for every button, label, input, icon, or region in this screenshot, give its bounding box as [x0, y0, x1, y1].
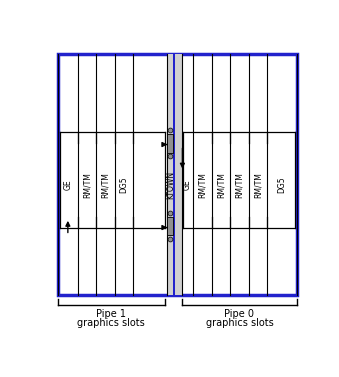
Text: GE: GE [183, 179, 192, 190]
Text: RM/TM: RM/TM [235, 172, 244, 198]
Text: graphics slots: graphics slots [205, 318, 273, 328]
Text: graphics slots: graphics slots [77, 318, 145, 328]
Bar [173, 54, 175, 295]
Text: Pipe 0: Pipe 0 [224, 308, 254, 319]
Bar [167, 54, 182, 295]
Text: Pipe 1: Pipe 1 [96, 308, 126, 319]
Text: KTOWN: KTOWN [166, 170, 176, 199]
Text: DG5: DG5 [278, 176, 286, 193]
Text: GE: GE [63, 179, 72, 190]
Text: RM/TM: RM/TM [101, 172, 110, 198]
Text: RM/TM: RM/TM [198, 172, 207, 198]
Text: DG5: DG5 [119, 176, 128, 193]
Text: RM/TM: RM/TM [253, 172, 262, 198]
Bar [167, 216, 173, 235]
Bar [167, 134, 173, 153]
Bar [58, 54, 297, 295]
Text: RM/TM: RM/TM [82, 172, 92, 198]
Text: RM/TM: RM/TM [217, 172, 225, 198]
